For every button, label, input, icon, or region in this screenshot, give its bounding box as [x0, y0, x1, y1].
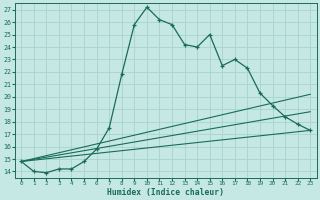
X-axis label: Humidex (Indice chaleur): Humidex (Indice chaleur)	[107, 188, 224, 197]
